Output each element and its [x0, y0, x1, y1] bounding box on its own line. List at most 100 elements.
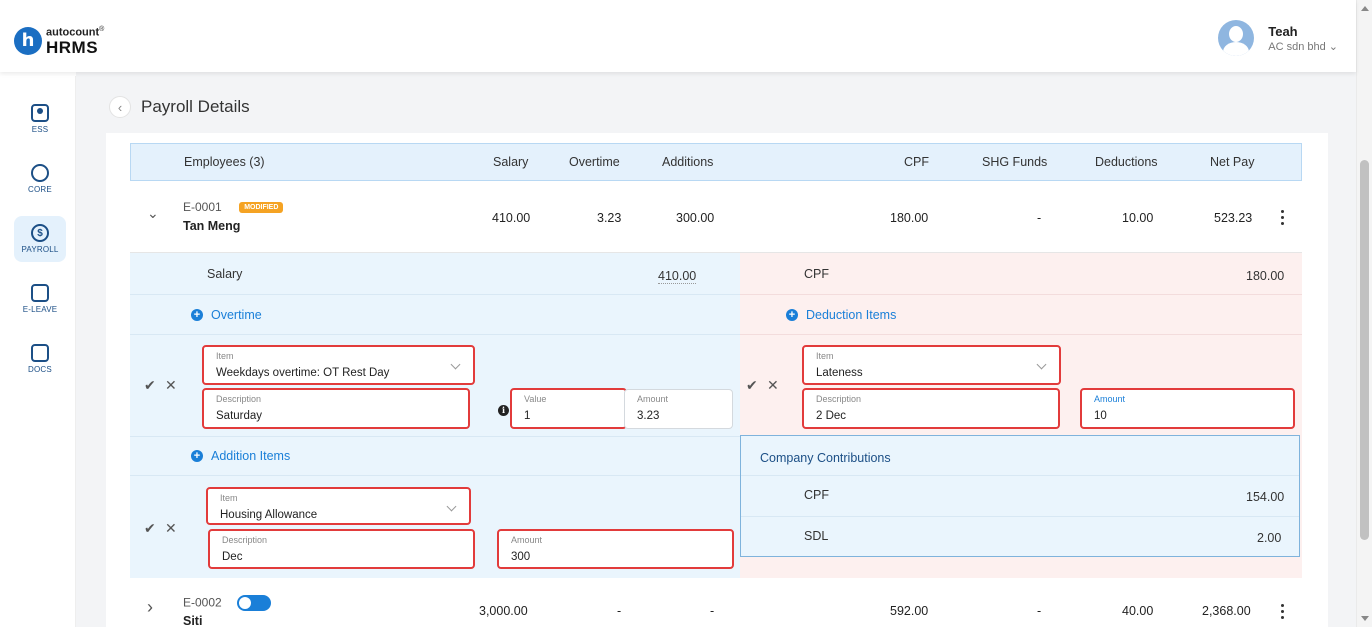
user-name: Teah: [1268, 23, 1298, 39]
employee-name: Siti: [183, 614, 203, 627]
plus-circle-icon: +: [191, 309, 203, 321]
cpf-value: 592.00: [890, 604, 929, 618]
scroll-down-icon[interactable]: [1361, 616, 1369, 621]
col-deductions: Deductions: [1095, 155, 1158, 169]
nav-item-ess[interactable]: ESS: [14, 96, 66, 142]
info-icon[interactable]: i: [498, 405, 509, 416]
table-row[interactable]: › E-0002 Siti 3,000.00 - - 592.00 - 40.0…: [130, 578, 1302, 627]
company-sdl-value: 2.00: [1257, 531, 1282, 545]
nav-item-docs[interactable]: DOCS: [14, 336, 66, 382]
earnings-panel: Salary 410.00 + Overtime ✔ ✕ Item Weekda…: [130, 253, 740, 578]
addition-item-select[interactable]: Item Housing Allowance: [206, 487, 471, 525]
addition-amount-input[interactable]: Amount 300: [497, 529, 734, 569]
page-header: ‹ Payroll Details: [109, 96, 250, 118]
net-pay-value: 2,368.00: [1202, 604, 1251, 618]
more-options-icon[interactable]: [1281, 210, 1285, 228]
addition-description-input[interactable]: Description Dec: [208, 529, 475, 569]
cpf-detail-value: 180.00: [1246, 269, 1285, 283]
col-shg-funds: SHG Funds: [982, 155, 1048, 169]
logo-top-text: autocount: [46, 26, 100, 39]
ess-icon: [31, 104, 49, 122]
payroll-detail: Salary 410.00 + Overtime ✔ ✕ Item Weekda…: [130, 253, 1302, 578]
nav-label-eleave: E-LEAVE: [22, 305, 58, 314]
app-header: h autocount® HRMS Teah AC sdn bhd ⌄: [0, 0, 1356, 72]
cancel-addition-icon[interactable]: ✕: [165, 520, 177, 536]
confirm-addition-icon[interactable]: ✔: [144, 520, 156, 536]
shg-value: -: [1037, 211, 1042, 225]
addition-link-label: Addition Items: [211, 449, 291, 463]
scroll-up-icon[interactable]: [1361, 6, 1369, 11]
employee-code: E-0001: [183, 200, 222, 214]
nav-item-core[interactable]: CORE: [14, 156, 66, 202]
col-additions: Additions: [662, 155, 714, 169]
employee-name: Tan Meng: [183, 219, 241, 233]
add-addition-items-link[interactable]: + Addition Items: [191, 449, 290, 463]
payroll-icon: $: [31, 224, 49, 242]
col-salary: Salary: [493, 155, 529, 169]
payroll-table: Employees (3) Salary Overtime Additions …: [130, 143, 1302, 627]
back-button[interactable]: ‹: [109, 96, 131, 118]
avatar[interactable]: [1218, 20, 1255, 56]
nav-label-payroll: PAYROLL: [21, 245, 59, 254]
overtime-value: -: [617, 604, 622, 618]
core-icon: [31, 164, 49, 182]
plus-circle-icon: +: [191, 450, 203, 462]
add-deduction-items-link[interactable]: + Deduction Items: [786, 308, 896, 322]
salary-label: Salary: [207, 267, 243, 281]
company-contributions-title: Company Contributions: [760, 451, 891, 465]
deduction-amount-input[interactable]: Amount 10: [1080, 388, 1295, 429]
logo-tm: ®: [99, 26, 105, 33]
more-options-icon[interactable]: [1281, 604, 1285, 622]
salary-detail-value: 410.00: [658, 269, 697, 284]
calendar-icon: [31, 284, 49, 302]
cancel-overtime-icon[interactable]: ✕: [165, 377, 177, 393]
docs-icon: [31, 344, 49, 362]
chevron-down-icon: [1036, 359, 1047, 370]
lock-toggle[interactable]: [237, 595, 272, 611]
chevron-down-icon: [450, 359, 461, 370]
main-content: ‹ Payroll Details Employees (3) Salary O…: [76, 72, 1356, 627]
col-net-pay: Net Pay: [1210, 155, 1255, 169]
payroll-card: Employees (3) Salary Overtime Additions …: [106, 133, 1328, 627]
logo-mark-icon: h: [14, 26, 42, 55]
confirm-overtime-icon[interactable]: ✔: [144, 377, 156, 393]
nav-label-docs: DOCS: [28, 365, 52, 374]
user-company-dropdown[interactable]: AC sdn bhd ⌄: [1268, 40, 1338, 53]
confirm-deduction-icon[interactable]: ✔: [746, 377, 758, 393]
chevron-down-icon: [446, 501, 457, 512]
col-employees: Employees (3): [184, 155, 265, 169]
additions-value: 300.00: [676, 211, 715, 225]
chevron-right-icon[interactable]: ›: [147, 597, 153, 617]
page-scrollbar[interactable]: [1356, 0, 1372, 627]
table-header: Employees (3) Salary Overtime Additions …: [130, 143, 1302, 181]
deduction-description-input[interactable]: Description 2 Dec: [802, 388, 1060, 429]
nav-label-core: CORE: [28, 185, 52, 194]
company-contributions-panel: Company Contributions CPF 154.00 SDL 2.0…: [740, 435, 1300, 557]
salary-value: 410.00: [492, 211, 531, 225]
user-menu[interactable]: Teah AC sdn bhd ⌄: [1218, 20, 1338, 56]
overtime-value-input[interactable]: Value 1: [510, 388, 627, 429]
logo-bottom-text: HRMS: [46, 37, 99, 57]
company-cpf-label: CPF: [804, 488, 829, 502]
add-overtime-link[interactable]: + Overtime: [191, 308, 262, 322]
overtime-amount-field: Amount 3.23: [624, 389, 733, 429]
table-row[interactable]: ⌄ E-0001 MODIFIED Tan Meng 410.00 3.23 3…: [130, 181, 1302, 253]
cancel-deduction-icon[interactable]: ✕: [767, 377, 779, 393]
nav-label-ess: ESS: [31, 125, 49, 134]
overtime-description-input[interactable]: Description Saturday: [202, 388, 470, 429]
col-overtime: Overtime: [569, 155, 620, 169]
deduction-link-label: Deduction Items: [806, 308, 897, 322]
scroll-thumb[interactable]: [1360, 160, 1369, 540]
overtime-link-label: Overtime: [211, 308, 262, 322]
cpf-label: CPF: [804, 267, 829, 281]
salary-value: 3,000.00: [479, 604, 528, 618]
status-badge: MODIFIED: [239, 202, 284, 214]
deductions-value: 40.00: [1122, 604, 1154, 618]
app-logo[interactable]: h autocount® HRMS: [14, 26, 104, 56]
chevron-down-icon[interactable]: ⌄: [147, 205, 159, 221]
overtime-item-select[interactable]: Item Weekdays overtime: OT Rest Day: [202, 345, 475, 385]
nav-item-eleave[interactable]: E-LEAVE: [14, 276, 66, 322]
sidebar: ESS CORE $ PAYROLL E-LEAVE DOCS: [0, 76, 76, 627]
deduction-item-select[interactable]: Item Lateness: [802, 345, 1061, 385]
nav-item-payroll[interactable]: $ PAYROLL: [14, 216, 66, 262]
